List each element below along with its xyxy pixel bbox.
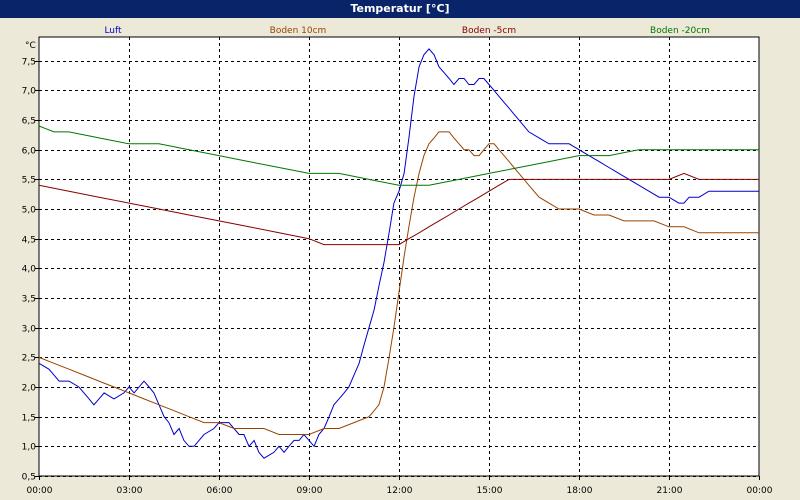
legend-entry-3: Boden -5cm [462, 26, 516, 36]
y-axis: 0,5 1,0 1,5 2,0 2,5 3,0 3,5 4,0 4,5 5,0 5,5 6,0 6,5 7… [22, 58, 39, 483]
x-tick-time-label: 00:00 [27, 486, 53, 496]
y-tick-label: 6,0 [22, 147, 37, 157]
x-tick-time-label: 03:00 [117, 486, 143, 496]
y-tick-label: 2,0 [22, 384, 37, 394]
x-tick-time-label: 00:00 [747, 486, 773, 496]
legend-entry-1: Luft [104, 26, 122, 36]
x-tick-time-label: 06:00 [207, 486, 233, 496]
y-tick-label: 3,5 [22, 295, 36, 305]
y-tick-label: 5,5 [22, 176, 36, 186]
y-tick-label: 6,5 [22, 117, 36, 127]
y-tick-label: 5,0 [22, 206, 37, 216]
y-tick-label: 7,0 [22, 87, 37, 97]
x-tick-time-label: 18:00 [567, 486, 593, 496]
y-tick-label: 2,5 [22, 354, 36, 364]
legend: Luft Boden 10cm Boden -5cm Boden -20cm [104, 26, 710, 36]
x-tick-time-label: 15:00 [477, 486, 503, 496]
y-tick-label: 4,5 [22, 236, 36, 246]
series-line-4 [38, 125, 759, 186]
legend-entry-2: Boden 10cm [270, 26, 327, 36]
series-line-3 [38, 172, 759, 246]
y-tick-label: 1,5 [22, 414, 36, 424]
series-line-1 [38, 48, 759, 459]
temperature-chart: 0,5 1,0 1,5 2,0 2,5 3,0 3,5 4,0 4,5 5,0 5,5 6,0 6,5 7… [22, 26, 773, 496]
series-line-2 [38, 131, 759, 435]
y-tick-label: 1,0 [22, 443, 37, 453]
window-title: Temperatur [°C] [0, 0, 800, 18]
y-tick-label: 7,5 [22, 58, 36, 68]
x-tick-time-label: 21:00 [657, 486, 683, 496]
series-lines [38, 48, 759, 459]
y-tick-label: 4,0 [22, 265, 37, 275]
x-tick-time-label: 09:00 [297, 486, 323, 496]
x-tick-time-label: 12:00 [387, 486, 413, 496]
y-tick-label: 0,5 [22, 473, 36, 483]
y-tick-label: 3,0 [22, 325, 37, 335]
x-axis: 00:0017.11.1903:0017.11.1906:0017.11.190… [27, 476, 773, 496]
y-axis-unit-label: °C [25, 41, 36, 51]
legend-entry-4: Boden -20cm [650, 26, 710, 36]
